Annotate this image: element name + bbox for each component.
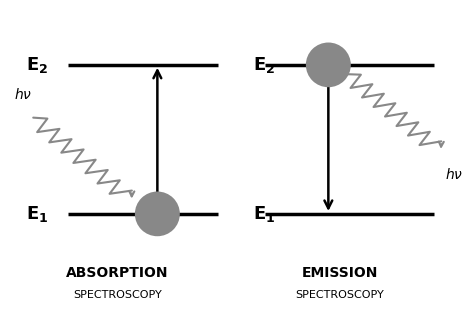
Text: $\mathbf{E_1}$: $\mathbf{E_1}$: [26, 204, 48, 224]
Text: $\mathbf{E_2}$: $\mathbf{E_2}$: [26, 55, 48, 75]
Text: EMISSION: EMISSION: [302, 266, 378, 280]
Text: $h\nu$: $h\nu$: [15, 87, 33, 102]
Text: ABSORPTION: ABSORPTION: [66, 266, 169, 280]
Text: $h\nu$: $h\nu$: [446, 167, 464, 182]
Text: SPECTROSCOPY: SPECTROSCOPY: [296, 289, 384, 300]
Text: $\mathbf{E_1}$: $\mathbf{E_1}$: [254, 204, 276, 224]
Ellipse shape: [306, 43, 351, 87]
Ellipse shape: [135, 191, 180, 236]
Text: SPECTROSCOPY: SPECTROSCOPY: [73, 289, 162, 300]
Text: $\mathbf{E_2}$: $\mathbf{E_2}$: [254, 55, 275, 75]
